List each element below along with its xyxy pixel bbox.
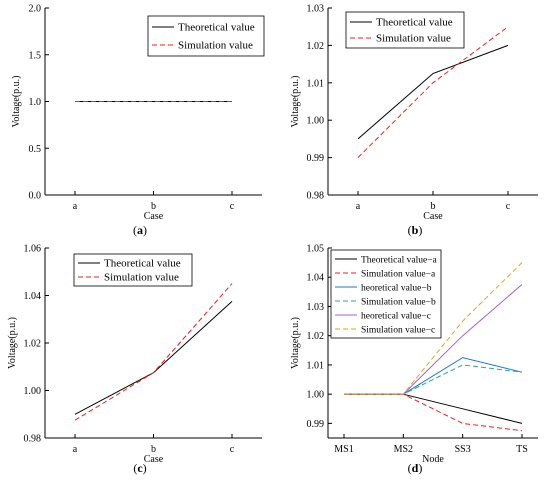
y-tick-label: 1.00: [307, 116, 325, 127]
y-tick-label: 0.5: [29, 144, 42, 155]
legend: Theoretical value Simulation value: [345, 11, 465, 49]
legend-box: [73, 253, 193, 287]
chart-panel-1: 0.0 0.5 1.0 1.5 2.0 a b c Case Voltage(p.u.) Theor…: [11, 4, 265, 237]
x-tick-label: a: [73, 201, 78, 212]
y-axis-label: Voltage(p.u.): [290, 75, 301, 127]
x-axis-label: Case: [144, 211, 164, 222]
y-tick-label: 1.0: [29, 97, 42, 108]
legend: Theoretical value Simulation value: [147, 15, 265, 57]
legend-entry: Simulation value−c: [361, 326, 435, 336]
y-tick-label: 0.99: [307, 153, 325, 164]
panel-caption: (b): [408, 223, 423, 237]
legend-box: [147, 15, 265, 57]
x-tick-label: c: [230, 201, 235, 212]
legend: Theoretical value Simulation value: [73, 253, 193, 287]
x-tick-label: SS3: [455, 444, 471, 455]
legend-entry: Simulation value: [376, 33, 451, 45]
y-tick-label: 1.02: [24, 339, 42, 350]
chart-panel-3: 0.98 1.00 1.02 1.04 1.06 a b c Case Voltage(p.u.)…: [7, 244, 262, 475]
x-tick-label: c: [230, 444, 235, 455]
x-tick-label: MS1: [334, 444, 353, 455]
x-tick-label: MS2: [394, 444, 413, 455]
series-line-2: [357, 26, 509, 158]
y-tick-label: 0.99: [307, 419, 325, 430]
legend-box: [345, 11, 465, 49]
y-tick-label: 1.06: [24, 244, 42, 255]
legend: Theoretical value−a Simulation value−a heo…: [330, 249, 442, 339]
y-axis-label: Voltage(p.u.): [7, 317, 18, 369]
y-axis-label: Voltage(p.u.): [290, 317, 301, 369]
y-tick-label: 1.5: [29, 50, 42, 61]
y-tick-label: 1.03: [307, 302, 325, 313]
series-line-4: [344, 364, 523, 395]
x-axis-label: Case: [144, 454, 164, 465]
legend-entry: Theoretical value: [376, 17, 453, 29]
x-tick-label: b: [431, 201, 436, 212]
legend-entry: Theoretical value: [178, 22, 255, 34]
series-line-2: [74, 283, 233, 421]
y-tick-label: 1.00: [307, 390, 325, 401]
legend-entry: Simulation value−a: [361, 270, 436, 280]
y-tick-label: 2.0: [29, 4, 42, 15]
legend-entry: heoretical value−b: [361, 284, 432, 294]
x-tick-label: TS: [516, 444, 528, 455]
legend-entry: heoretical value−c: [361, 312, 431, 322]
legend-entry: Theoretical value: [104, 258, 181, 270]
x-tick-label: a: [73, 444, 78, 455]
legend-entry: Simulation value: [178, 40, 253, 52]
y-tick-label: 1.01: [307, 360, 325, 371]
series-line-1: [74, 301, 233, 415]
x-axis-label: Node: [422, 454, 444, 465]
y-tick-label: 1.05: [307, 244, 325, 255]
y-tick-label: 1.03: [307, 4, 325, 15]
x-tick-label: b: [151, 201, 156, 212]
panel-caption: (d): [408, 461, 423, 475]
legend-entry: Theoretical value−a: [361, 256, 438, 266]
y-tick-label: 0.98: [24, 434, 42, 445]
y-tick-label: 1.02: [307, 41, 325, 52]
y-tick-label: 1.02: [307, 331, 325, 342]
x-axis-label: Case: [423, 211, 443, 222]
legend-box: [330, 249, 442, 339]
panel-caption: (a): [133, 223, 147, 237]
panel-caption: (c): [133, 461, 146, 475]
legend-entry: Simulation value: [104, 272, 179, 284]
series-line-5: [344, 284, 523, 395]
y-tick-label: 1.04: [307, 273, 325, 284]
series-line-1: [357, 44, 509, 140]
series-line-3: [344, 357, 523, 395]
x-tick-label: c: [506, 201, 511, 212]
y-tick-label: 0.0: [29, 191, 42, 202]
y-tick-label: 1.04: [24, 291, 42, 302]
x-tick-label: b: [151, 444, 156, 455]
series-line-6: [344, 262, 523, 395]
chart-panel-4: 0.99 1.00 1.01 1.02 1.03 1.04 1.05 MS1 MS2 SS3 TS N…: [290, 244, 538, 475]
y-axis-label: Voltage(p.u.): [11, 75, 22, 127]
x-tick-label: a: [356, 201, 361, 212]
y-tick-label: 0.98: [307, 191, 325, 202]
legend-entry: Simulation value−b: [361, 298, 436, 308]
chart-panel-2: 0.98 0.99 1.00 1.01 1.02 1.03 a b c Case Voltage(p…: [290, 4, 538, 237]
series-line-2: [344, 393, 523, 432]
y-tick-label: 1.00: [24, 386, 42, 397]
y-tick-label: 1.01: [307, 78, 325, 89]
